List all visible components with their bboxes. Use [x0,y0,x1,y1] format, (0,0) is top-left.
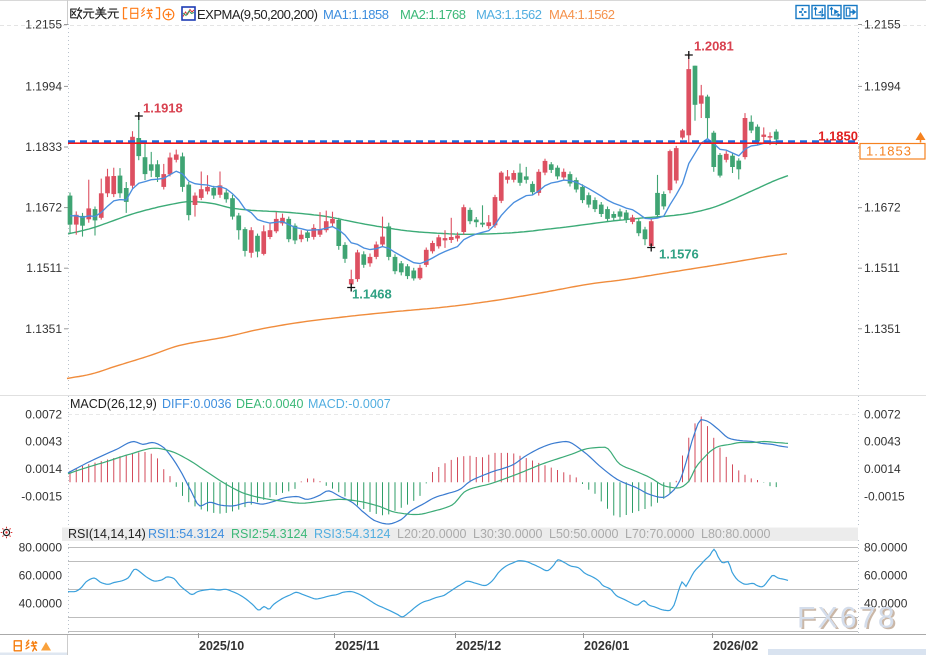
svg-text:2025/11: 2025/11 [335,639,380,653]
svg-text:L20:20.0000: L20:20.0000 [397,527,467,541]
svg-text:1.1833: 1.1833 [25,140,62,154]
svg-text:MA3:1.1562: MA3:1.1562 [476,7,542,22]
svg-text:1.2155: 1.2155 [25,18,62,32]
svg-text:40.0000: 40.0000 [19,597,63,611]
svg-text:2025/10: 2025/10 [199,639,244,653]
svg-text:RSI(14,14,14): RSI(14,14,14) [68,527,146,541]
svg-text:2025/12: 2025/12 [456,639,501,653]
svg-text:RSI1:54.3124: RSI1:54.3124 [148,527,224,541]
svg-text:MA4:1.1562: MA4:1.1562 [549,7,615,22]
svg-text:1.1511: 1.1511 [864,261,900,275]
svg-text:FX678: FX678 [799,603,898,636]
svg-text:1.1468: 1.1468 [352,287,392,302]
svg-text:1.1994: 1.1994 [25,79,62,93]
svg-text:FX678: FX678 [797,602,896,635]
svg-text:0.0014: 0.0014 [864,462,901,476]
svg-text:L50:50.0000: L50:50.0000 [549,527,619,541]
svg-text:2026/02: 2026/02 [713,639,758,653]
svg-text:80.0000: 80.0000 [864,541,908,555]
svg-text:EXPMA(9,50,200,200): EXPMA(9,50,200,200) [197,7,318,22]
svg-text:1.1994: 1.1994 [864,79,901,93]
svg-text:2026/01: 2026/01 [584,639,629,653]
svg-text:0.0072: 0.0072 [864,408,901,422]
svg-text:0.0043: 0.0043 [864,435,901,449]
svg-text:DEA:0.0040: DEA:0.0040 [236,397,303,411]
svg-text:1.1853: 1.1853 [866,144,911,159]
svg-text:1.1672: 1.1672 [25,201,62,215]
svg-text:MA1:1.1858: MA1:1.1858 [323,7,389,22]
svg-text:60.0000: 60.0000 [864,569,908,583]
svg-text:80.0000: 80.0000 [19,541,63,555]
svg-text:0.0014: 0.0014 [25,462,62,476]
svg-text:1.1351: 1.1351 [864,322,901,336]
svg-text:1.1672: 1.1672 [864,201,901,215]
svg-text:1.1918: 1.1918 [143,101,183,116]
svg-text:MACD(26,12,9): MACD(26,12,9) [70,397,157,411]
svg-text:1.2155: 1.2155 [864,18,901,32]
svg-text:MA2:1.1768: MA2:1.1768 [400,7,466,22]
svg-text:-0.0015: -0.0015 [21,490,62,504]
svg-text:L70:70.0000: L70:70.0000 [625,527,695,541]
svg-text:L80:80.0000: L80:80.0000 [701,527,771,541]
svg-text:60.0000: 60.0000 [19,569,63,583]
svg-text:L30:30.0000: L30:30.0000 [473,527,543,541]
svg-text:1.1511: 1.1511 [26,261,62,275]
svg-text:RSI2:54.3124: RSI2:54.3124 [231,527,307,541]
svg-text:1.1351: 1.1351 [25,322,62,336]
svg-text:1.2081: 1.2081 [694,39,734,54]
svg-text:DIFF:0.0036: DIFF:0.0036 [162,397,232,411]
svg-text:-0.0015: -0.0015 [864,490,905,504]
svg-text:1.1576: 1.1576 [659,247,699,262]
svg-text:1.1850: 1.1850 [818,129,858,144]
svg-text:0.0072: 0.0072 [25,408,62,422]
svg-text:0.0043: 0.0043 [25,435,62,449]
svg-text:40.0000: 40.0000 [864,597,908,611]
svg-text:MACD:-0.0007: MACD:-0.0007 [308,397,391,411]
svg-text:RSI3:54.3124: RSI3:54.3124 [314,527,390,541]
